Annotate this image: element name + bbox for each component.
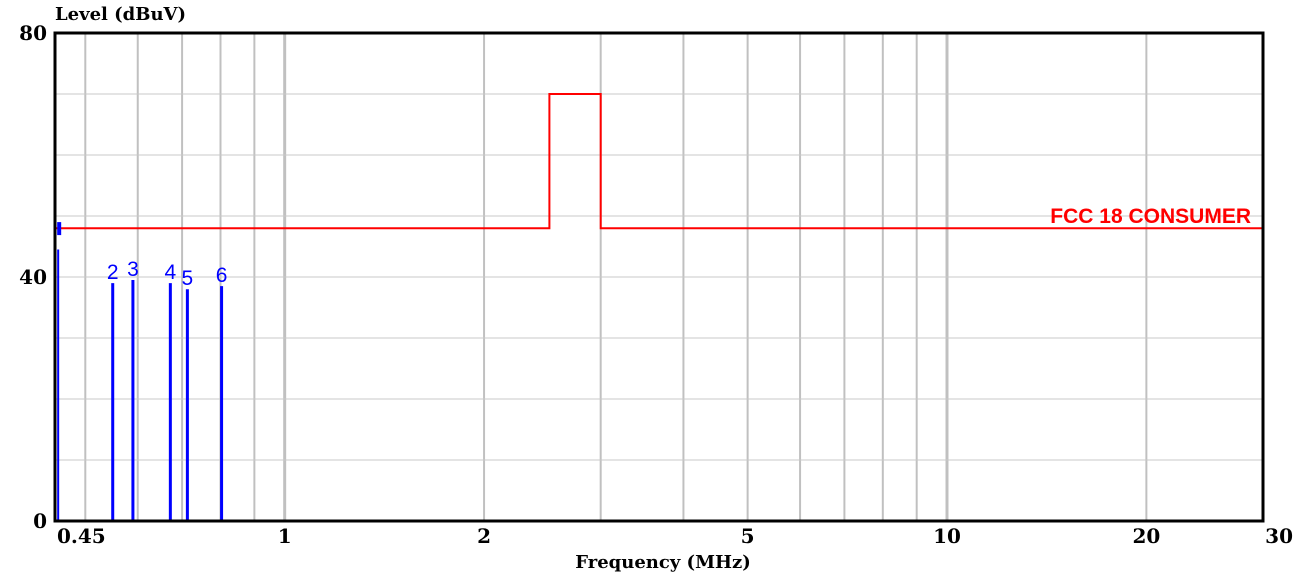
limit-line-group: FCC 18 CONSUMER [55, 93, 1263, 230]
x-tick-label: 20 [1132, 524, 1160, 548]
marker-label: 2 [107, 261, 119, 284]
y-tick-label: 0 [33, 509, 47, 533]
x-tick-label: 2 [477, 524, 491, 548]
x-tick-label: 30 [1265, 524, 1293, 548]
x-tick-label: 10 [933, 524, 961, 548]
x-tick-label: 1 [278, 524, 292, 548]
marker-tag [57, 222, 62, 236]
x-axis-label: Frequency (MHz) [575, 552, 750, 573]
y-tick-label: 40 [19, 265, 47, 289]
limit-line-label: FCC 18 CONSUMER [1050, 205, 1251, 228]
grid-lines [55, 33, 1264, 521]
marker-label: 3 [127, 258, 139, 281]
y-tick-label: 80 [19, 21, 47, 45]
marker-label: 4 [165, 261, 177, 284]
x-tick-label: 0.45 [57, 524, 106, 548]
limit-line [55, 93, 1263, 230]
marker-label: 6 [216, 264, 228, 287]
y-axis-label: Level (dBuV) [55, 4, 186, 25]
x-tick-label: 5 [741, 524, 755, 548]
tick-labels: 0.45 1 2 5 10 20 30 0 40 80 [19, 21, 1293, 548]
plot-frame [53, 31, 1265, 523]
marker-label: 5 [182, 267, 194, 290]
